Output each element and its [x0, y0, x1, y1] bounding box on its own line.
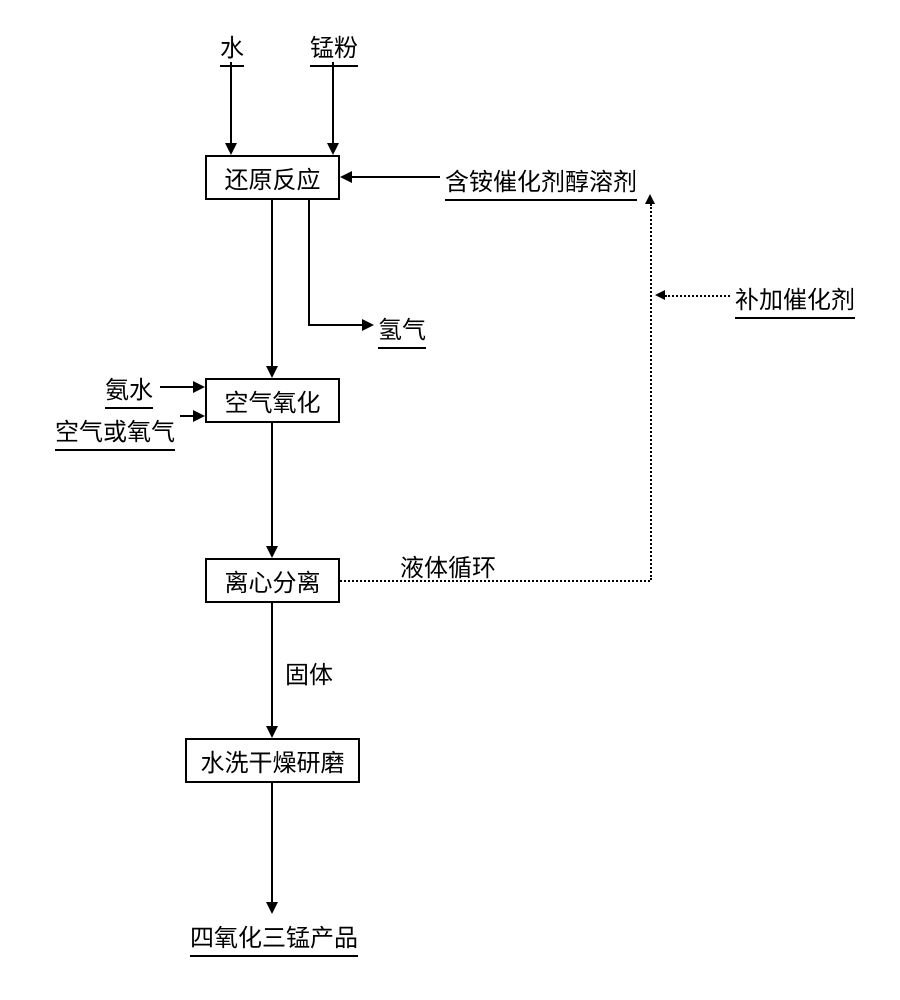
input-add-catalyst: 补加催化剂: [735, 280, 855, 319]
arrow-reduction-down: [271, 200, 273, 367]
input-air-text: 空气或氧气: [55, 419, 175, 446]
arrow-air-head: [193, 410, 205, 422]
input-manganese-powder: 锰粉: [310, 28, 358, 67]
step-centrifuge: 离心分离: [205, 558, 340, 603]
label-liquid-text: 液体循环: [400, 555, 496, 582]
arrow-final-down: [271, 783, 273, 903]
arrow-catalyst-line: [352, 176, 440, 178]
dotted-recycle-head: [645, 194, 655, 204]
output-hydrogen: 氢气: [378, 310, 426, 349]
step-centrifuge-text: 离心分离: [225, 563, 321, 598]
output-product-text: 四氧化三锰产品: [190, 925, 358, 952]
dotted-add-cat-head: [655, 290, 665, 300]
dotted-recycle-v: [650, 204, 652, 580]
arrow-oxid-down: [271, 423, 273, 547]
arrow-mn-down: [332, 62, 334, 144]
input-water-text: 水: [220, 35, 244, 62]
input-ammonium-text: 含铵催化剂醇溶剂: [445, 169, 637, 196]
arrow-water-down: [230, 62, 232, 144]
step-wash-dry-grind: 水洗干燥研磨: [185, 738, 360, 783]
input-air-oxygen: 空气或氧气: [55, 412, 175, 451]
arrow-h2-horiz: [308, 324, 363, 326]
arrow-reduction-head: [266, 366, 278, 378]
arrow-oxid-head: [266, 546, 278, 558]
arrow-h2-head: [362, 319, 374, 331]
label-solid-text: 固体: [285, 662, 333, 689]
arrow-ammonia-head: [193, 381, 205, 393]
arrow-mn-head: [327, 143, 339, 155]
label-solid: 固体: [285, 655, 333, 690]
input-ammonium-catalyst: 含铵催化剂醇溶剂: [445, 162, 637, 201]
input-ammonia: 氨水: [105, 370, 153, 409]
dotted-add-cat-h: [665, 295, 730, 297]
step-air-oxidation: 空气氧化: [205, 378, 340, 423]
arrow-water-head: [225, 143, 237, 155]
input-manganese-text: 锰粉: [310, 35, 358, 62]
arrow-ammonia-line: [160, 386, 193, 388]
arrow-centrifuge-down: [271, 603, 273, 727]
arrow-final-head: [266, 902, 278, 914]
arrow-centrifuge-head: [266, 726, 278, 738]
step-reduction-text: 还原反应: [225, 160, 321, 195]
input-ammonia-text: 氨水: [105, 377, 153, 404]
dotted-recycle-h1: [340, 580, 650, 582]
arrow-catalyst-head: [340, 171, 352, 183]
input-add-catalyst-text: 补加催化剂: [735, 287, 855, 314]
label-liquid-recycle: 液体循环: [400, 548, 496, 583]
arrow-air-line: [180, 415, 193, 417]
step-wash-text: 水洗干燥研磨: [201, 743, 345, 778]
arrow-h2-vert: [308, 200, 310, 325]
input-water: 水: [220, 28, 244, 67]
step-reduction: 还原反应: [205, 155, 340, 200]
output-product: 四氧化三锰产品: [190, 918, 358, 957]
output-hydrogen-text: 氢气: [378, 317, 426, 344]
step-air-text: 空气氧化: [225, 383, 321, 418]
